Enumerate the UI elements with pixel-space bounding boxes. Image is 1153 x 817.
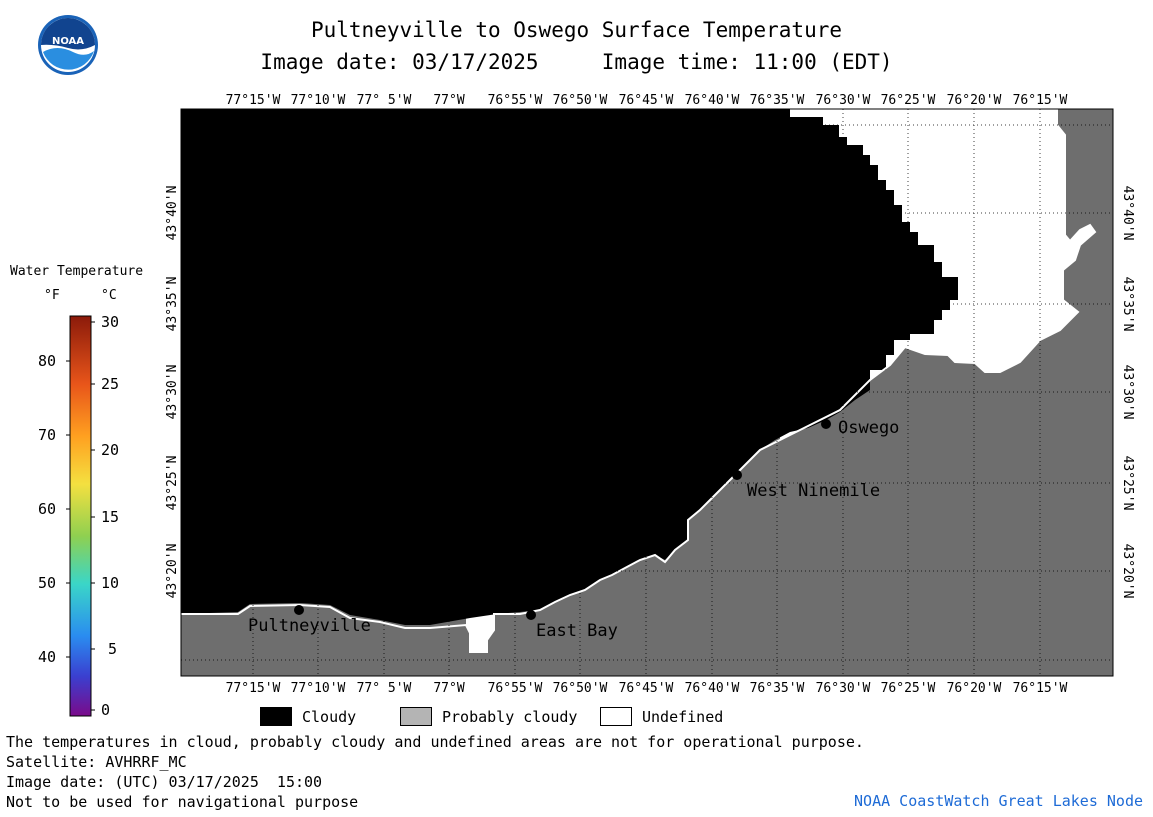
lon-label: 76°55'W	[488, 681, 543, 696]
graticule	[181, 109, 1113, 676]
key-probably-cloudy: Probably cloudy	[400, 707, 577, 726]
lon-label: 76°45'W	[619, 681, 674, 696]
swatch-undefined	[600, 707, 632, 726]
f-tick-label: 50	[38, 574, 57, 592]
c-tick-label: 30	[101, 313, 120, 331]
place-marker	[821, 419, 831, 429]
lon-label: 76°55'W	[488, 93, 543, 108]
latitude-labels-left: 43°40'N 43°35'N 43°30'N 43°25'N 43°20'N	[165, 186, 180, 599]
place-marker	[294, 605, 304, 615]
lat-label: 43°40'N	[1120, 186, 1135, 241]
disclaimer-note: The temperatures in cloud, probably clou…	[6, 733, 864, 751]
lon-label: 77°W	[433, 681, 464, 696]
longitude-labels-top: 77°15'W 77°10'W 77° 5'W 77°W 76°55'W 76°…	[226, 93, 1068, 108]
key-label: Probably cloudy	[442, 707, 578, 726]
swatch-cloudy	[260, 707, 292, 726]
lon-label: 76°25'W	[881, 681, 936, 696]
noaa-logo-text: NOAA	[52, 36, 84, 47]
lon-label: 77° 5'W	[357, 93, 412, 108]
lon-label: 76°15'W	[1013, 681, 1068, 696]
lat-label: 43°20'N	[1120, 544, 1135, 599]
place-label: Pultneyville	[248, 616, 371, 636]
lat-label: 43°25'N	[1120, 456, 1135, 511]
key-label: Cloudy	[302, 707, 357, 726]
lat-label: 43°30'N	[1120, 365, 1135, 420]
unit-fahrenheit: °F	[44, 288, 60, 303]
temperature-color-bar	[69, 315, 92, 717]
lon-label: 77°10'W	[291, 93, 346, 108]
lon-label: 77°15'W	[226, 93, 281, 108]
c-tick-label: 5	[108, 640, 118, 658]
lon-label: 77° 5'W	[357, 681, 412, 696]
lon-label: 76°25'W	[881, 93, 936, 108]
lon-label: 76°15'W	[1013, 93, 1068, 108]
latitude-labels-right: 43°40'N 43°35'N 43°30'N 43°25'N 43°20'N	[1120, 186, 1135, 599]
c-tick-label: 25	[101, 375, 120, 393]
lon-label: 76°50'W	[553, 93, 608, 108]
key-label: Undefined	[642, 707, 724, 726]
lon-label: 76°45'W	[619, 93, 674, 108]
lat-label: 43°20'N	[165, 544, 180, 599]
c-tick-label: 20	[101, 441, 120, 459]
key-cloudy: Cloudy	[260, 707, 356, 726]
satellite-note: Satellite: AVHRRF_MC	[6, 753, 187, 771]
place-label: Oswego	[838, 418, 899, 438]
lon-label: 76°20'W	[947, 681, 1002, 696]
lat-label: 43°40'N	[165, 186, 180, 241]
lat-label: 43°25'N	[165, 456, 180, 511]
lat-label: 43°30'N	[165, 365, 180, 420]
place-west-ninemile: West Ninemile	[732, 470, 880, 501]
place-marker	[732, 470, 742, 480]
f-tick-label: 60	[38, 500, 57, 518]
lon-label: 76°30'W	[816, 93, 871, 108]
lon-label: 76°30'W	[816, 681, 871, 696]
coastline	[181, 109, 1097, 653]
lon-label: 76°40'W	[685, 93, 740, 108]
place-marker	[526, 610, 536, 620]
noaa-logo-icon: NOAA	[38, 15, 98, 75]
key-undefined: Undefined	[600, 707, 723, 726]
c-tick-label: 10	[101, 574, 120, 592]
place-pultneyville: Pultneyville	[248, 605, 371, 636]
navigation-note: Not to be used for navigational purpose	[6, 793, 359, 811]
f-tick-label: 70	[38, 426, 57, 444]
lat-label: 43°35'N	[1120, 277, 1135, 332]
lon-label: 76°50'W	[553, 681, 608, 696]
lon-label: 76°35'W	[750, 93, 805, 108]
lon-label: 77°10'W	[291, 681, 346, 696]
color-bar-ticks	[66, 321, 95, 711]
utc-date-note: Image date: (UTC) 03/17/2025 15:00	[6, 773, 323, 791]
place-label: East Bay	[536, 621, 618, 641]
lat-label: 43°35'N	[165, 277, 180, 332]
c-tick-label: 15	[101, 508, 120, 526]
lon-label: 76°40'W	[685, 681, 740, 696]
image-date-time: Image date: 03/17/2025 Image time: 11:00…	[260, 50, 893, 74]
map-frame	[180, 108, 1114, 677]
longitude-labels-bottom: 77°15'W 77°10'W 77° 5'W 77°W 76°55'W 76°…	[226, 681, 1068, 696]
f-tick-label: 40	[38, 648, 57, 666]
lon-label: 77°W	[433, 93, 464, 108]
place-label: West Ninemile	[747, 481, 880, 501]
credit: NOAA CoastWatch Great Lakes Node	[854, 792, 1143, 810]
unit-celsius: °C	[101, 288, 117, 303]
lon-label: 76°35'W	[750, 681, 805, 696]
cloud-region	[181, 109, 958, 625]
place-east-bay: East Bay	[526, 610, 618, 641]
c-tick-label: 0	[101, 701, 111, 719]
lon-label: 76°20'W	[947, 93, 1002, 108]
f-tick-label: 80	[38, 352, 57, 370]
map-title: Pultneyville to Oswego Surface Temperatu…	[310, 18, 842, 42]
lon-label: 77°15'W	[226, 681, 281, 696]
legend-title: Water Temperature	[10, 264, 144, 279]
swatch-probably-cloudy	[400, 707, 432, 726]
place-oswego: Oswego	[821, 418, 899, 438]
